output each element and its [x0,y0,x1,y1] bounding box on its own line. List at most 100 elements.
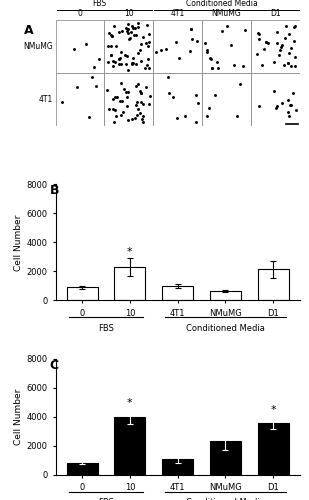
Point [135,105,140,113]
Point [213,91,218,99]
Point [243,26,248,34]
Point [138,46,143,54]
Point [228,42,233,50]
Point [72,45,77,53]
Point [113,106,118,114]
Point [283,22,288,30]
Point [130,54,135,62]
Point [235,112,240,120]
Point [190,35,195,43]
Bar [162,459,193,475]
Point [117,97,122,105]
Text: Conditioned Media: Conditioned Media [186,0,257,8]
Point [141,33,146,41]
Point [147,64,152,72]
Point [174,38,179,46]
Point [144,38,149,46]
Point [141,100,146,108]
Point [288,44,293,52]
Bar [153,73,202,126]
Point [195,99,200,107]
Text: FBS: FBS [98,324,114,332]
Point [130,24,135,32]
Point [119,78,124,86]
Point [286,59,291,67]
Point [108,42,113,50]
Point [96,56,101,64]
Text: 4T1: 4T1 [171,10,185,18]
Point [146,42,150,50]
Point [286,49,291,57]
Point [123,24,128,32]
Point [75,83,80,91]
Point [264,38,269,46]
Point [129,60,134,68]
Point [205,46,210,54]
Bar [210,291,241,300]
Point [285,96,290,104]
Text: FBS: FBS [98,498,114,500]
Text: 10: 10 [124,10,134,18]
Point [139,40,144,48]
Text: C: C [50,359,59,372]
Point [136,19,141,27]
Point [255,30,260,38]
Point [277,52,282,60]
Point [286,112,291,120]
Point [109,51,114,59]
Point [127,34,132,42]
Point [286,30,291,38]
Bar [114,267,146,300]
Point [219,26,224,34]
Point [120,26,125,34]
Point [129,115,134,123]
Point [124,88,129,96]
Point [279,100,284,108]
Point [140,115,145,123]
Point [111,96,116,104]
Point [293,54,298,62]
Bar [258,423,289,475]
Y-axis label: Cell Number: Cell Number [15,214,23,270]
Point [292,24,297,32]
Point [281,60,286,68]
Bar [251,73,300,126]
Point [112,58,117,66]
Point [84,40,89,48]
Point [188,25,193,33]
Point [292,22,297,30]
Point [132,114,137,122]
Point [257,102,262,110]
Point [120,96,125,104]
Point [105,42,110,50]
Point [111,62,116,70]
Point [90,72,95,80]
Bar [56,73,104,126]
Point [204,48,209,56]
Point [139,89,144,97]
Point [141,112,146,120]
Point [194,118,199,126]
Point [129,28,134,36]
Point [144,61,149,69]
Point [93,82,98,90]
Bar [202,20,251,73]
Point [144,82,149,90]
Point [139,98,144,106]
Point [207,54,212,62]
Text: D1: D1 [270,10,281,18]
Point [126,35,131,43]
Point [147,92,152,100]
Point [147,100,152,108]
Point [274,39,279,47]
Point [224,22,229,30]
Point [116,56,121,64]
Point [272,58,277,66]
Point [113,42,118,50]
Point [273,104,278,112]
Point [283,34,288,42]
Point [139,89,144,97]
Point [257,30,262,38]
Point [167,89,171,97]
Point [260,60,265,68]
